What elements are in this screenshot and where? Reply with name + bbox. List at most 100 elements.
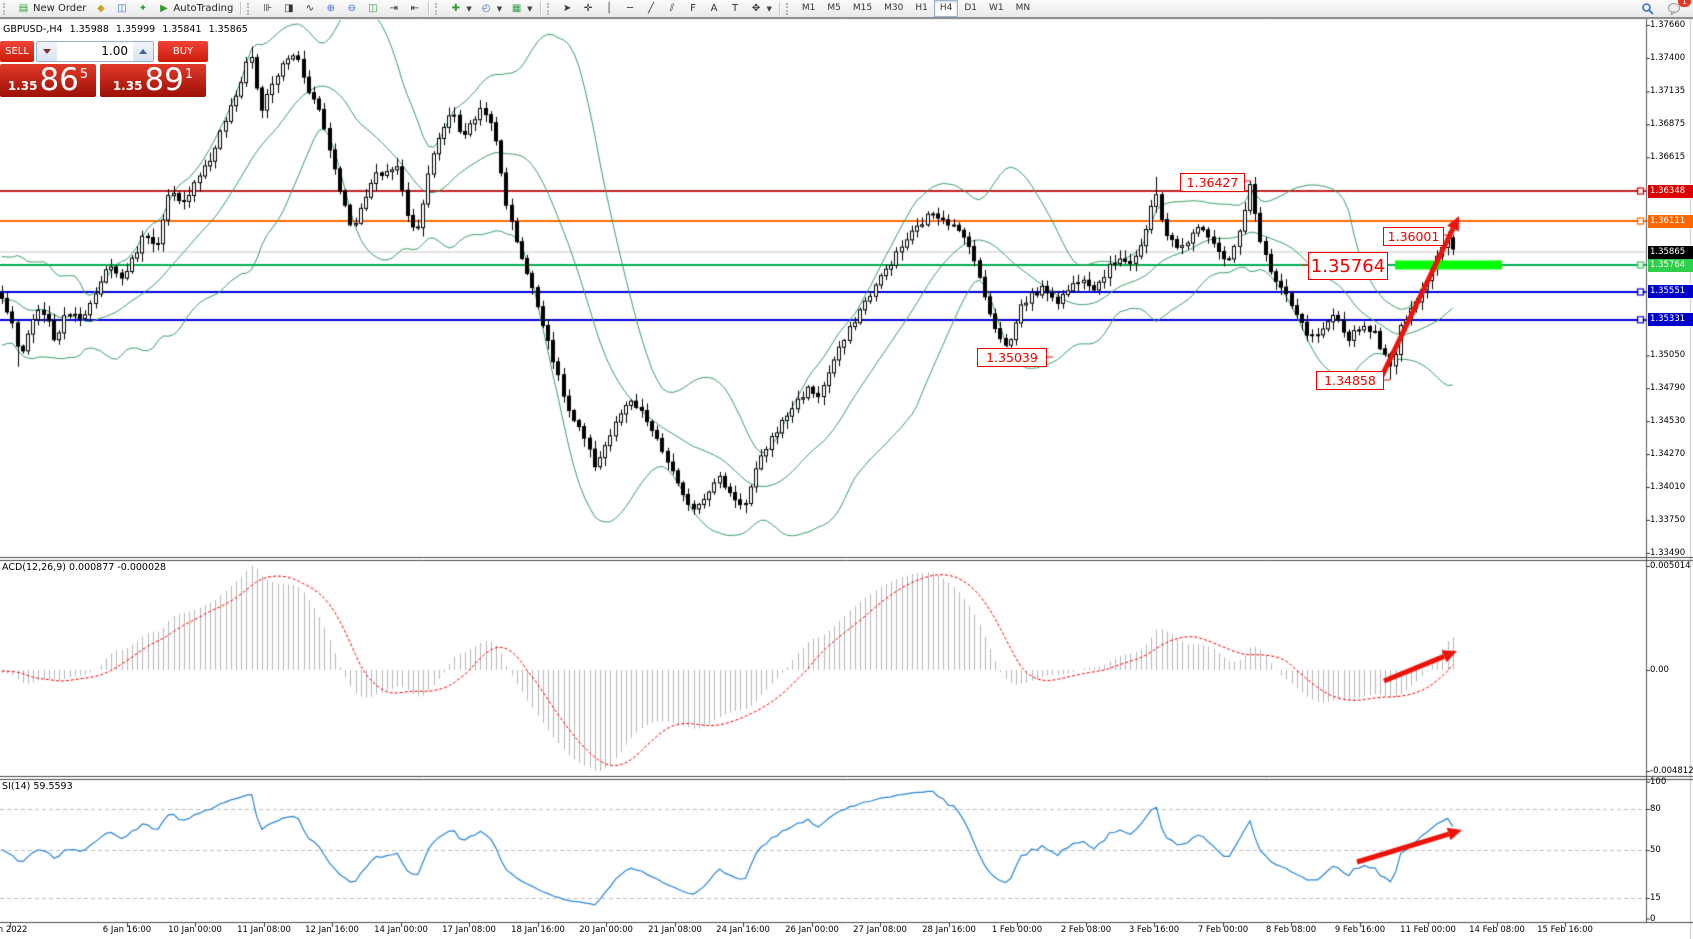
zoom-in-button[interactable]: ⊕ — [320, 1, 341, 17]
search-button[interactable] — [1637, 1, 1658, 17]
price-axis-tick: 1.34790 — [1650, 383, 1686, 394]
bar-chart-icon: ⊪ — [263, 3, 273, 14]
time-axis-label: 3 Feb 16:00 — [1128, 925, 1180, 935]
vertical-line-icon: │ — [606, 3, 613, 14]
sell-price-prefix: 1.35 — [7, 79, 38, 93]
time-axis-label: 26 Jan 00:00 — [785, 925, 839, 935]
buy-price-prefix: 1.35 — [112, 79, 143, 93]
timeframe-d1[interactable]: D1 — [964, 3, 977, 13]
autotrading-button[interactable]: ▶ AutoTrading — [153, 1, 237, 17]
price-annotation[interactable]: 1.34858 — [1316, 371, 1384, 391]
indicators-button[interactable]: ✚ ▼ — [445, 1, 475, 17]
toolbar-grip — [435, 2, 442, 15]
fibonacci-button[interactable]: F — [683, 1, 704, 17]
macd-axis-tick: 0.005014 — [1650, 561, 1691, 571]
time-axis-label: 28 Jan 16:00 — [922, 925, 976, 935]
low-value: 1.35841 — [162, 24, 202, 35]
timeframe-m30[interactable]: M30 — [884, 3, 904, 13]
zoom-out-button[interactable]: ⊖ — [341, 1, 362, 17]
price-axis-tick: 1.34270 — [1650, 449, 1686, 460]
chevron-up-icon — [139, 49, 147, 54]
auto-scroll-button[interactable]: ⇥ — [383, 1, 404, 17]
time-axis-label: 12 Jan 16:00 — [305, 925, 359, 935]
line-chart-button[interactable]: ∿ — [299, 1, 320, 17]
volume-input[interactable]: 1.00 — [101, 44, 128, 58]
price-annotation[interactable]: 1.36001 — [1383, 226, 1444, 246]
time-axis-label: 8 Feb 08:00 — [1265, 925, 1317, 935]
candlestick-icon: ◨ — [284, 3, 294, 14]
sell-price-big: 86 — [39, 62, 79, 98]
vertical-line-button[interactable]: │ — [599, 1, 620, 17]
channel-button[interactable]: ⫽ — [662, 1, 683, 17]
chart-shift-icon: ⇤ — [410, 3, 420, 14]
buy-button[interactable]: BUY — [158, 41, 208, 62]
chart-shift-button[interactable]: ⇤ — [404, 1, 425, 17]
zoom-out-icon: ⊖ — [347, 3, 357, 14]
chevron-down-icon: ▼ — [766, 4, 772, 13]
price-annotation[interactable]: 1.36427 — [1180, 172, 1245, 192]
sell-price-display[interactable]: 1.35 86 5 — [0, 64, 96, 97]
time-axis-label: 14 Feb 08:00 — [1469, 925, 1525, 935]
time-axis-label: 2 Feb 08:00 — [1060, 925, 1112, 935]
text-button[interactable]: A — [704, 1, 725, 17]
price-axis-tick: 1.33750 — [1650, 514, 1686, 525]
price-annotation[interactable]: 1.35764 — [1308, 252, 1388, 280]
timeframe-m15[interactable]: M15 — [852, 3, 873, 13]
text-label-button[interactable]: T — [725, 1, 746, 17]
cursor-button[interactable]: ➤ — [557, 1, 578, 17]
time-axis-label: 1 Feb 00:00 — [991, 925, 1043, 935]
notifications-button[interactable]: 1 — [1664, 0, 1691, 17]
timeframe-w1[interactable]: W1 — [989, 3, 1004, 13]
close-value: 1.35865 — [208, 24, 248, 35]
price-level-label: 1.36111 — [1648, 214, 1693, 228]
time-axis-label: an 2022 — [0, 925, 28, 935]
toolbar-grip — [3, 2, 10, 15]
price-axis-tick: 1.35050 — [1650, 350, 1686, 361]
new-order-button[interactable]: ▤ New Order — [13, 1, 90, 17]
candlestick-chart-button[interactable]: ◨ — [278, 1, 299, 17]
sell-price-sup: 5 — [79, 67, 89, 82]
templates-button[interactable]: ▦ ▼ — [506, 1, 536, 17]
price-axis-tick: 1.37660 — [1650, 20, 1686, 30]
fibonacci-icon: F — [690, 3, 696, 14]
toolbar-separator — [539, 2, 541, 15]
horizontal-line-button[interactable]: ─ — [620, 1, 641, 17]
volume-increase-button[interactable] — [133, 42, 153, 61]
price-level-label: 1.35764 — [1648, 258, 1693, 272]
timeframe-h4[interactable]: H4 — [933, 0, 959, 17]
buy-price-sup: 1 — [184, 67, 194, 82]
bar-chart-button[interactable]: ⊪ — [257, 1, 278, 17]
sell-button[interactable]: SELL — [0, 41, 34, 62]
crosshair-button[interactable]: ✛ — [578, 1, 599, 17]
timeframe-h1[interactable]: H1 — [915, 3, 928, 13]
arrows-icon: ✥ — [751, 3, 761, 14]
autotrading-button-label: AutoTrading — [173, 3, 234, 14]
time-axis-label: 27 Jan 08:00 — [853, 925, 907, 935]
timeframe-m5[interactable]: M5 — [827, 3, 841, 13]
time-axis-label: 10 Jan 00:00 — [168, 925, 222, 935]
trendline-button[interactable]: ╱ — [641, 1, 662, 17]
price-axis-tick: 1.34530 — [1650, 416, 1686, 427]
equidistant-channel-icon: ⫽ — [669, 3, 675, 14]
new-order-button-label: New Order — [33, 3, 87, 14]
signals-button[interactable]: ✦ — [132, 1, 153, 17]
toolbar-separator — [428, 2, 430, 15]
chevron-down-icon: ▼ — [527, 4, 533, 13]
volume-decrease-button[interactable] — [37, 42, 57, 61]
periods-button[interactable]: ◴ ▼ — [476, 1, 506, 17]
tile-windows-button[interactable]: ◫ — [362, 1, 383, 17]
styles-button[interactable]: ◆ — [90, 1, 111, 17]
toolbar-grip — [247, 2, 254, 15]
arrows-button[interactable]: ✥ ▼ — [746, 1, 776, 17]
text-label-icon: T — [731, 3, 739, 14]
price-annotation[interactable]: 1.35039 — [977, 348, 1047, 368]
market-watch-button[interactable]: ◫ — [111, 1, 132, 17]
price-level-label: 1.35865 — [1648, 245, 1693, 259]
buy-price-display[interactable]: 1.35 89 1 — [100, 64, 206, 97]
price-level-label: 1.35551 — [1648, 285, 1693, 299]
timeframe-m1[interactable]: M1 — [801, 3, 816, 13]
timeframe-mn[interactable]: MN — [1015, 3, 1031, 13]
price-axis-tick: 1.36615 — [1650, 152, 1686, 163]
